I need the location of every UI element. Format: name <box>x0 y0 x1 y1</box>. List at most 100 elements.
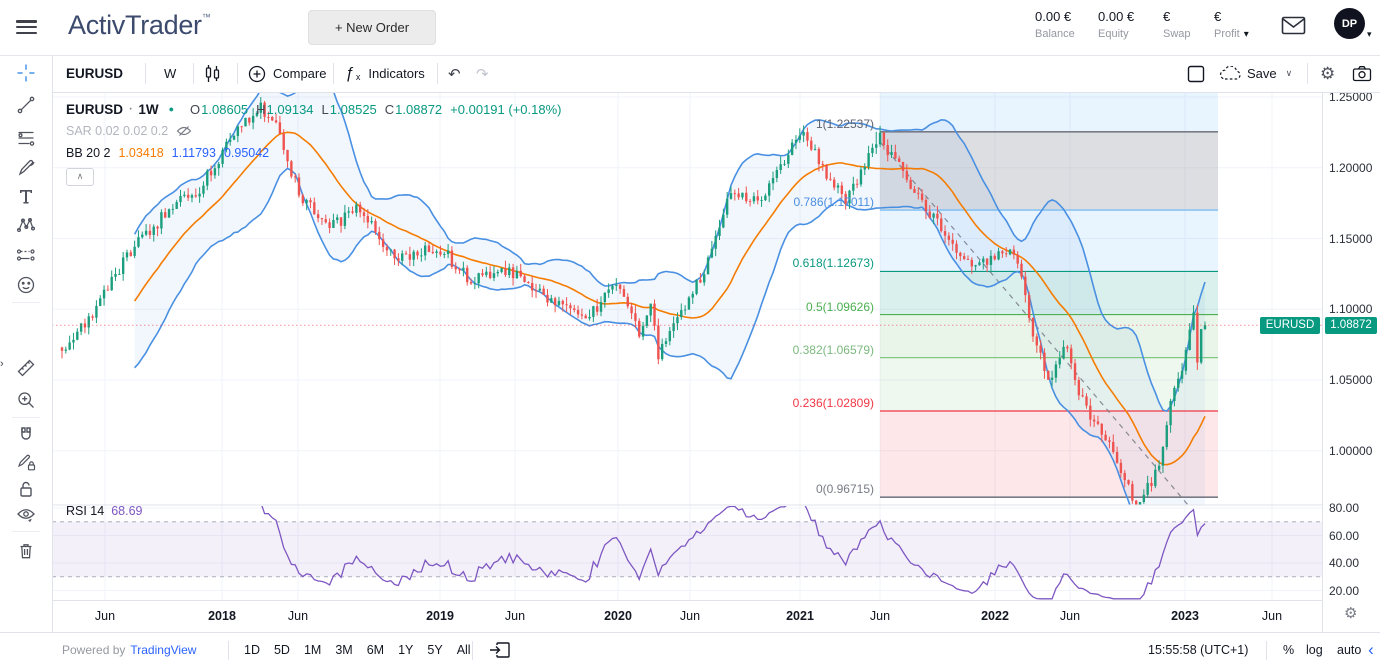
time-tick: Jun <box>504 609 526 623</box>
date-range-buttons: 1D 5D 1M 3M 6M 1Y 5Y All <box>237 633 478 667</box>
legend-main-row[interactable]: EURUSD · 1W ● O 1.08605 H 1.09134 L 1.08525 C 1… <box>66 98 561 120</box>
drawing-mode-tool-icon[interactable] <box>16 452 36 472</box>
time-tick: Jun <box>94 609 116 623</box>
symbol-search-button[interactable]: EURUSD <box>66 66 124 81</box>
avatar[interactable]: DP <box>1334 8 1365 39</box>
time-axis[interactable] <box>52 600 1380 633</box>
range-button-3m[interactable]: 3M <box>335 643 353 657</box>
clock[interactable]: 15:55:58 (UTC+1) <box>1148 643 1249 657</box>
hide-all-drawings-tool-icon[interactable] <box>16 505 36 525</box>
range-button-5d[interactable]: 5D <box>273 643 290 657</box>
ohlc-value: 1.08525 <box>329 101 377 117</box>
panel-expand-icon[interactable]: › <box>0 358 4 370</box>
toolbar-separator <box>12 531 40 532</box>
bb-label: BB 20 2 <box>66 146 111 160</box>
crosshair-tool-icon[interactable] <box>16 63 36 83</box>
auto-scale-button[interactable]: auto <box>1337 643 1362 657</box>
zoom-in-tool-icon[interactable] <box>16 390 36 410</box>
eye-off-icon[interactable] <box>176 125 192 137</box>
mail-icon[interactable] <box>1281 16 1306 40</box>
ohlc-key: L <box>321 101 329 117</box>
time-tick: 2020 <box>604 609 632 623</box>
range-button-all[interactable]: All <box>456 643 471 657</box>
price-axis[interactable] <box>1322 92 1380 600</box>
redo-icon[interactable]: ↷ <box>476 65 489 83</box>
app-header: ActivTrader™ + New Order 0.00 € Balance 0.… <box>0 0 1380 56</box>
log-scale-button[interactable]: log <box>1306 643 1323 657</box>
new-order-button[interactable]: + New Order <box>308 10 436 45</box>
legend-bb-row[interactable]: BB 20 2 1.03418 1.11793 0.95042 <box>66 142 561 164</box>
metric-value: 0.00 € <box>1035 9 1072 24</box>
price-tick: 1.05000 <box>1329 373 1373 387</box>
measure-tool-icon[interactable] <box>16 358 36 378</box>
remove-all-drawings-tool-icon[interactable] <box>16 541 36 561</box>
chart-canvas[interactable] <box>52 92 1322 600</box>
avatar-caret-icon[interactable]: ▾ <box>1367 29 1372 39</box>
range-button-1m[interactable]: 1M <box>303 643 322 657</box>
chart-style-icon[interactable] <box>204 55 221 92</box>
legend-symbol: EURUSD <box>66 101 124 117</box>
powered-by: Powered by TradingView <box>62 643 197 657</box>
trend-line-tool-icon[interactable] <box>16 95 36 115</box>
save-caret-icon: ∨ <box>1285 68 1293 78</box>
time-tick: 2018 <box>208 609 236 623</box>
time-tick: Jun <box>287 609 309 623</box>
magnet-tool-icon[interactable] <box>16 425 36 445</box>
ohlc-value: 1.08872 <box>395 101 443 117</box>
account-metric-profit[interactable]: € Profit ▾ <box>1214 9 1249 40</box>
fib-level-label[interactable]: 0(0.96715) <box>815 482 874 497</box>
range-button-6m[interactable]: 6M <box>366 643 385 657</box>
time-axis-gear-icon[interactable]: ⚙ <box>1344 605 1358 622</box>
range-button-5y[interactable]: 5Y <box>427 643 443 657</box>
account-metric-swap[interactable]: € Swap <box>1163 9 1191 40</box>
time-tick: Jun <box>869 609 891 623</box>
emoji-tool-icon[interactable] <box>16 275 36 295</box>
legend-collapse-button[interactable]: ∧ <box>66 168 94 186</box>
brush-tool-icon[interactable] <box>16 158 36 178</box>
ohlc-value: 1.08605 <box>201 101 249 117</box>
collapse-panel-icon[interactable]: ‹ <box>1362 633 1380 667</box>
compare-button[interactable]: Compare <box>248 55 326 92</box>
interval-button[interactable]: W <box>164 66 177 81</box>
xabcd-pattern-tool-icon[interactable] <box>16 215 36 235</box>
bb-value: 1.11793 <box>171 146 216 160</box>
bb-values: 1.03418 1.11793 0.95042 <box>110 146 269 160</box>
settings-gear-icon[interactable]: ⚙ <box>1320 63 1336 83</box>
fib-level-label[interactable]: 1(1.22537) <box>815 116 874 131</box>
account-metric-balance[interactable]: 0.00 € Balance <box>1035 9 1075 40</box>
screenshot-camera-icon[interactable] <box>1352 55 1372 92</box>
percent-scale-button[interactable]: % <box>1283 643 1295 657</box>
tradingview-link[interactable]: TradingView <box>130 643 197 657</box>
time-tick: 2022 <box>981 609 1009 623</box>
fib-level-label[interactable]: 0.5(1.09626) <box>805 299 874 314</box>
fib-level-label[interactable]: 0.618(1.12673) <box>792 256 874 271</box>
go-to-date-icon[interactable] <box>489 633 510 667</box>
fib-level-label[interactable]: 0.236(1.02809) <box>792 396 874 410</box>
undo-icon[interactable]: ↶ <box>448 65 461 83</box>
profit-caret-icon[interactable]: ▾ <box>1243 29 1249 40</box>
indicators-icon: ƒ <box>345 64 354 82</box>
fib-level-label[interactable]: 0.382(1.06579) <box>792 342 874 357</box>
fib-level-label[interactable]: 0.786(1.17011) <box>793 195 874 210</box>
lock-all-drawings-tool-icon[interactable] <box>16 479 36 499</box>
forecast-tool-icon[interactable] <box>16 245 36 265</box>
layout-select-icon[interactable] <box>1186 55 1206 92</box>
metric-value: 0.00 € <box>1098 9 1135 24</box>
time-tick: 2019 <box>426 609 454 623</box>
range-button-1y[interactable]: 1Y <box>398 643 414 657</box>
menu-icon[interactable] <box>16 20 37 35</box>
fib-retracement-tool-icon[interactable] <box>16 128 36 148</box>
legend-sar-row[interactable]: SAR 0.02 0.02 0.2 <box>66 120 561 142</box>
bottom-bar: Powered by TradingView 1D 5D 1M 3M 6M 1Y 5Y All… <box>0 632 1380 667</box>
text-tool-icon[interactable] <box>16 186 36 206</box>
rsi-tick: 60.00 <box>1329 528 1360 543</box>
price-tick: 1.00000 <box>1329 443 1373 458</box>
account-metric-equity[interactable]: 0.00 € Equity <box>1098 9 1134 40</box>
save-button[interactable]: Save ∨ <box>1220 55 1292 92</box>
range-button-1d[interactable]: 1D <box>244 643 260 657</box>
sar-label: SAR 0.02 0.02 0.2 <box>66 124 169 138</box>
rsi-legend[interactable]: RSI 14 68.69 <box>66 504 143 518</box>
cloud-icon <box>1220 66 1241 81</box>
